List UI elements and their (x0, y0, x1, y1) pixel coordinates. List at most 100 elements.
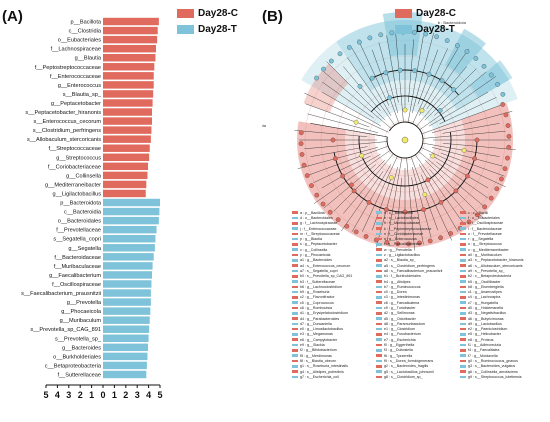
legend-swatch-day28-t (395, 24, 412, 34)
key-item: e8 : g__Proteus (460, 337, 540, 342)
key-label: g6 : s__Collinsella_aerofaciens (468, 369, 518, 374)
tree-node (366, 200, 372, 205)
key-item: e7 : g__Escherichia (376, 337, 456, 342)
bar-label: s__Clostridium_perfringens (33, 128, 101, 134)
tree-node (502, 166, 508, 172)
key-item: y : g__Phocaeicola (292, 252, 372, 257)
key-item: g1 : s__Roseburia_intestinalis (292, 364, 372, 369)
key-label: a6 : s__Allobaculum_stercoricanis (468, 263, 523, 268)
key-label: b3 : f__Sutterellaceae (300, 279, 335, 284)
key-label: e2 : g__Paeniclostridium (468, 327, 508, 332)
key-item: k : f__Peptostreptococcaceae (376, 226, 456, 231)
bar-o-eubacteriales (103, 35, 158, 44)
key-item: a5 : s__Clostridium_perfringens (376, 263, 456, 268)
key-swatch (376, 259, 382, 262)
key-swatch (460, 269, 466, 273)
key-label: c : c__Bacilli (468, 210, 488, 215)
tree-node (402, 209, 408, 215)
key-label: t : g__Faecalibacterium (384, 242, 422, 247)
bar-p-bacteroidota (103, 198, 160, 207)
key-swatch (292, 375, 298, 379)
bar-label: g__Faecalibacterium (49, 273, 101, 279)
bar-label: f__Sutterellaceae (57, 372, 101, 378)
key-swatch (376, 296, 382, 299)
tree-branch (304, 92, 389, 133)
x-tick-label: 5 (43, 390, 48, 400)
key-item: c5 : g__Coprococcus (292, 300, 372, 305)
key-item: g7 : s__Escherichia_coli (292, 374, 372, 379)
key-label: b5 : g__Oscillibacter (468, 279, 501, 284)
tree-branch (419, 76, 497, 130)
key-swatch (292, 221, 298, 225)
key-item: f8 : s__Blautia_obeum (292, 358, 372, 363)
key-item: d7 : g__Duncaniella (292, 321, 372, 326)
tree-branch (422, 142, 500, 157)
key-item: c9 : g__Turicibacter (376, 305, 456, 310)
key-item: a : p__Bacillota (292, 210, 372, 215)
key-item: g2 : s__Bacteroides_fragilis (376, 364, 456, 369)
key-swatch (292, 370, 298, 373)
tree-branch (321, 153, 381, 189)
key-item: l : f__Bacteroidaceae (460, 226, 540, 231)
key-swatch (460, 338, 466, 342)
key-label: i : f__Oscillospiraceae (468, 221, 504, 226)
key-label: e5 : g__Helicobacter (468, 332, 501, 337)
tree-branch (420, 174, 453, 241)
key-swatch (292, 211, 298, 214)
key-label: c6 : g__Faecalicatena (384, 300, 420, 305)
tree-node (426, 71, 432, 77)
key-item: a9 : s__Prevotella_sp_ (460, 268, 540, 273)
key-swatch (460, 343, 466, 347)
tree-branch (307, 113, 379, 133)
key-swatch (376, 216, 382, 220)
key-label: f9 : s__Dorea_formicigenerans (384, 358, 434, 363)
tree-node (335, 217, 341, 223)
tree-node (309, 183, 314, 188)
tree-node (437, 108, 443, 113)
tree-branch (305, 145, 389, 177)
legend-item-day28-t: Day28-T (395, 22, 456, 36)
bar-s-blautia-sp- (103, 90, 154, 98)
key-item: c0 : g__Dorea (376, 289, 456, 294)
key-swatch (376, 338, 382, 342)
tree-branch (439, 97, 497, 125)
key-label: b6 : g__Lachnoclostridium (300, 284, 342, 289)
tree-node (434, 34, 439, 40)
key-item: f2 : g__Bifidobacterium (292, 348, 372, 353)
tree-node (505, 123, 511, 128)
bar-label: f__Muribaculaceae (54, 264, 101, 270)
key-item: b0 : s__Prevotella_sp_CAG_891 (292, 274, 372, 279)
key-swatch (460, 301, 466, 304)
key-swatch (460, 311, 466, 315)
tree-branch (431, 147, 503, 167)
key-label: f1 : g__Adlercreutzia (468, 343, 501, 348)
tree-node (330, 137, 336, 143)
lda-bar-chart: p__Bacillota c__Clostridia o__Eubacteriale… (21, 17, 163, 400)
tree-branch (310, 146, 368, 157)
tree-branch (313, 155, 371, 183)
key-item: u : g__Streptococcus (460, 242, 540, 247)
tree-node (461, 148, 467, 153)
key-item: g5 : s__Lactobacillus_johnsonii (376, 369, 456, 374)
key-label: g : f__Lachnospiraceae (300, 221, 338, 226)
key-swatch (292, 290, 298, 294)
tree-node (506, 144, 512, 150)
bar-label: s__Enterococcus_cecorum (34, 119, 102, 125)
key-label: f6 : g__Tyzzerella (384, 353, 413, 358)
tree-node (406, 241, 411, 247)
tree-branch (406, 157, 415, 251)
key-item: a2 : s__Blautia_sp_ (376, 258, 456, 263)
tree-branch (421, 103, 505, 135)
tree-branch (310, 123, 388, 138)
bar-label: g__Blautia (75, 56, 102, 62)
tree-node (423, 31, 428, 37)
tree-node (353, 119, 359, 125)
key-swatch (292, 306, 298, 310)
key-item: f0 : g__Eggerthella (376, 342, 456, 347)
x-tick-label: 3 (135, 390, 140, 400)
clade-sector-day28-c (297, 103, 513, 248)
tree-branch (341, 171, 384, 232)
key-swatch (460, 354, 466, 357)
legend-item-day28-t: Day28-T (177, 22, 238, 36)
x-tick-label: 1 (112, 390, 117, 400)
